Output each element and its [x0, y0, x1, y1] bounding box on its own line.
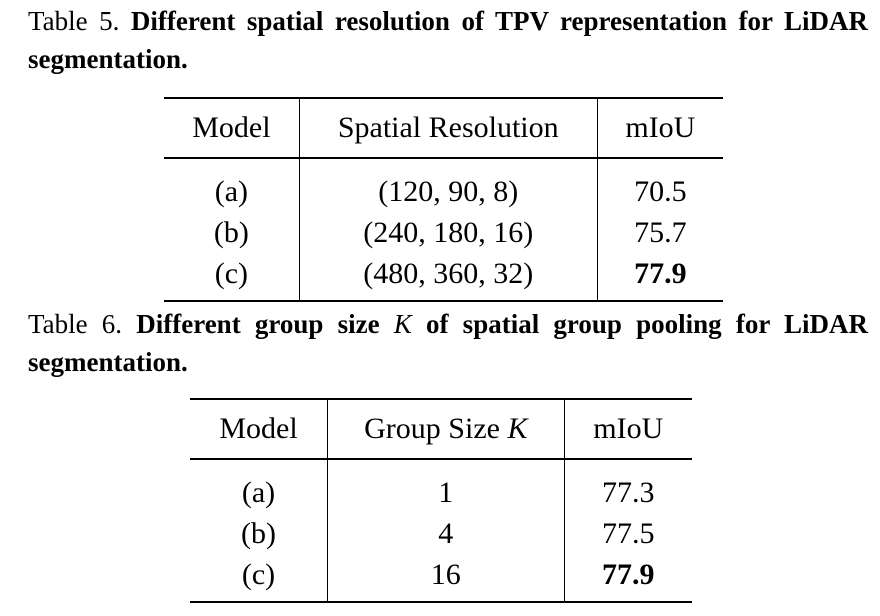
table6-header-model: Model [190, 399, 329, 459]
table6-caption-text-after: of spatial group pooling for LiDAR segme… [28, 309, 869, 377]
table6-cell-model: (a) [190, 459, 329, 513]
table5-cell-resolution: (240, 180, 16) [299, 212, 598, 253]
table-row: (b) (240, 180, 16) 75.7 [164, 212, 723, 253]
table5-cell-resolution: (480, 360, 32) [299, 253, 598, 301]
table5-header-row: Model Spatial Resolution mIoU [164, 98, 723, 158]
table6-caption-var: K [393, 309, 412, 339]
table6: Model Group Size K mIoU (a) 1 77.3 (b) 4… [190, 398, 692, 603]
table6-cell-miou: 77.5 [602, 516, 655, 550]
table6-caption: Table 6. Different group size K of spati… [28, 305, 868, 381]
table-row: (b) 4 77.5 [190, 513, 692, 554]
table6-caption-label: Table 6. [28, 309, 123, 339]
table6-header-group-size-var: K [507, 412, 528, 445]
table-row: (c) 16 77.9 [190, 554, 692, 602]
table5-header-miou: mIoU [625, 111, 696, 144]
table6-cell-model: (c) [190, 554, 329, 602]
table5-caption-text: Different spatial resolution of TPV repr… [28, 6, 869, 74]
table5-cell-model: (c) [164, 253, 300, 301]
table5-cell-model: (a) [164, 158, 300, 212]
table-row: (c) (480, 360, 32) 77.9 [164, 253, 723, 301]
table6-header-group-size: Group Size K [327, 399, 565, 459]
table6-caption-text-before: Different group size [136, 309, 380, 339]
table5-header-resolution: Spatial Resolution [299, 98, 598, 158]
table6-cell-group-size: 1 [327, 459, 565, 513]
table6-cell-group-size: 4 [327, 513, 565, 554]
table5: Model Spatial Resolution mIoU (a) (120, … [164, 97, 723, 302]
table-row: (a) (120, 90, 8) 70.5 [164, 158, 723, 212]
table5-cell-miou: 75.7 [634, 215, 687, 249]
table6-header-row: Model Group Size K mIoU [190, 399, 692, 459]
table6-header-group-size-label: Group Size [364, 412, 500, 445]
table5-caption-label: Table 5. [28, 6, 120, 36]
table6-cell-miou-best: 77.9 [602, 557, 655, 591]
table5-cell-miou: 70.5 [634, 174, 687, 208]
table6-cell-model: (b) [190, 513, 329, 554]
table5-header-model: Model [164, 98, 300, 158]
table6-cell-miou: 77.3 [602, 475, 655, 509]
table5-caption: Table 5. Different spatial resolution of… [28, 2, 868, 78]
table5-cell-resolution: (120, 90, 8) [299, 158, 598, 212]
table5-cell-model: (b) [164, 212, 300, 253]
table-row: (a) 1 77.3 [190, 459, 692, 513]
table6-header-miou: mIoU [593, 412, 664, 445]
table6-cell-group-size: 16 [327, 554, 565, 602]
table5-cell-miou-best: 77.9 [634, 256, 687, 290]
